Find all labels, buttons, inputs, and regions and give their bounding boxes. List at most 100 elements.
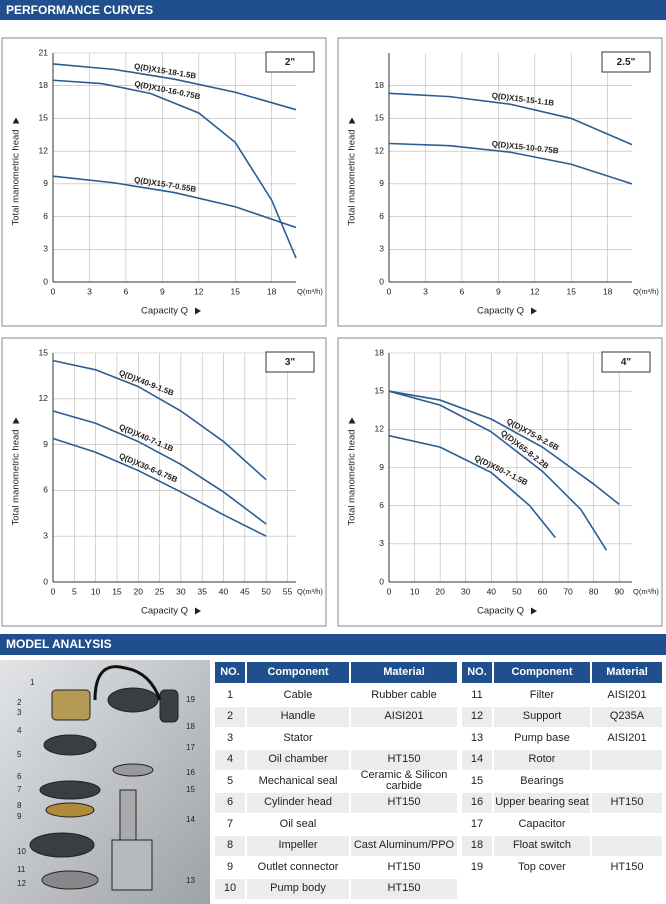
photo-label: 15 xyxy=(186,785,195,794)
curve xyxy=(52,410,267,525)
table-cell: 4 xyxy=(215,749,245,770)
table-cell: HT150 xyxy=(351,792,457,813)
curve xyxy=(52,437,267,537)
x-axis-label: Capacity Q xyxy=(141,606,188,617)
y-tick-label: 9 xyxy=(43,439,48,449)
curve xyxy=(388,390,620,506)
table-cell: 8 xyxy=(215,835,245,856)
x-tick-label: 20 xyxy=(134,586,144,596)
y-tick-label: 0 xyxy=(379,276,384,286)
x-tick-label: 6 xyxy=(124,286,129,296)
y-tick-label: 9 xyxy=(379,178,384,188)
table-cell xyxy=(592,835,662,856)
chart-title: 2" xyxy=(285,57,296,68)
x-tick-label: 9 xyxy=(160,286,165,296)
x-unit: Q(m³/h) xyxy=(297,287,323,296)
table-cell: 9 xyxy=(226,860,234,873)
y-tick-label: 0 xyxy=(43,276,48,286)
x-tick-label: 45 xyxy=(240,586,250,596)
table-cell: Rubber cable xyxy=(371,688,437,701)
table-cell: 1 xyxy=(226,688,234,701)
y-tick-label: 15 xyxy=(375,113,385,123)
table-cell: 5 xyxy=(226,774,234,787)
curve xyxy=(52,63,297,111)
table-cell: HT150 xyxy=(592,792,662,813)
axis-arrow xyxy=(12,117,20,124)
x-tick-label: 50 xyxy=(512,586,522,596)
y-tick-label: 12 xyxy=(39,393,49,403)
x-tick-label: 0 xyxy=(51,286,56,296)
x-tick-label: 80 xyxy=(589,586,599,596)
x-tick-label: 0 xyxy=(387,286,392,296)
table-cell xyxy=(592,771,662,791)
photo-label: 10 xyxy=(17,847,26,856)
photo-label: 16 xyxy=(186,768,195,777)
pump-parts xyxy=(29,665,179,891)
x-tick-label: 25 xyxy=(155,586,165,596)
x-tick-label: 35 xyxy=(197,586,207,596)
x-tick-label: 0 xyxy=(387,586,392,596)
table-cell: Cylinder head xyxy=(247,792,349,813)
table-cell: Cast Aluminum/PPO xyxy=(351,835,457,856)
header-bar xyxy=(0,0,666,20)
y-tick-label: 21 xyxy=(39,47,49,57)
y-tick-label: 9 xyxy=(43,178,48,188)
table-cell xyxy=(592,814,662,834)
x-tick-label: 18 xyxy=(267,286,277,296)
x-axis-label: Capacity Q xyxy=(141,306,188,317)
table-cell: 6 xyxy=(215,792,245,813)
photo-label: 1 xyxy=(30,678,35,687)
chart-panel xyxy=(1,337,327,627)
y-tick-label: 9 xyxy=(379,462,384,472)
x-tick-label: 90 xyxy=(614,586,624,596)
y-tick-label: 18 xyxy=(375,80,385,90)
section-title: MODEL ANALYSIS xyxy=(6,637,112,651)
y-tick-label: 15 xyxy=(39,113,49,123)
curve xyxy=(52,175,297,229)
x-tick-label: 40 xyxy=(487,586,497,596)
x-tick-label: 20 xyxy=(435,586,445,596)
title-box xyxy=(265,51,315,73)
x-tick-label: 18 xyxy=(603,286,613,296)
x-tick-label: 10 xyxy=(91,586,101,596)
table-cell: Stator xyxy=(283,731,313,744)
photo-label: 19 xyxy=(186,695,195,704)
photo-label: 13 xyxy=(186,876,195,885)
x-tick-label: 30 xyxy=(461,586,471,596)
y-tick-label: 12 xyxy=(39,145,49,155)
y-tick-label: 6 xyxy=(43,211,48,221)
table-cell xyxy=(351,728,457,748)
table-cell: Handle xyxy=(247,706,349,727)
table-header: NO. xyxy=(215,662,245,683)
x-tick-label: 12 xyxy=(194,286,204,296)
x-tick-label: 60 xyxy=(538,586,548,596)
axis-arrow xyxy=(195,307,201,315)
x-axis-label: Capacity Q xyxy=(477,306,524,317)
table-cell: Capacitor xyxy=(518,817,566,830)
x-axis-label: Capacity Q xyxy=(477,606,524,617)
chart-panel xyxy=(337,337,663,627)
x-tick-label: 55 xyxy=(283,586,293,596)
photo-label: 9 xyxy=(17,812,22,821)
table-cell: Upper bearing seat xyxy=(494,792,590,813)
photo-label: 17 xyxy=(186,743,195,752)
axis-arrow xyxy=(12,417,20,424)
x-tick-label: 50 xyxy=(261,586,271,596)
table-cell: 13 xyxy=(470,731,484,744)
photo-label: 4 xyxy=(17,726,22,735)
y-tick-label: 15 xyxy=(39,347,49,357)
y-tick-label: 6 xyxy=(379,211,384,221)
table-cell xyxy=(592,749,662,770)
x-tick-label: 40 xyxy=(219,586,229,596)
photo-label: 3 xyxy=(17,708,22,717)
chart-title: 2.5" xyxy=(617,57,636,68)
y-tick-label: 6 xyxy=(43,485,48,495)
table-cell: 7 xyxy=(226,817,234,830)
table-cell: Support xyxy=(494,706,590,727)
table-cell: AISI201 xyxy=(351,706,457,727)
x-tick-label: 10 xyxy=(410,586,420,596)
x-tick-label: 0 xyxy=(51,586,56,596)
y-tick-label: 3 xyxy=(379,244,384,254)
